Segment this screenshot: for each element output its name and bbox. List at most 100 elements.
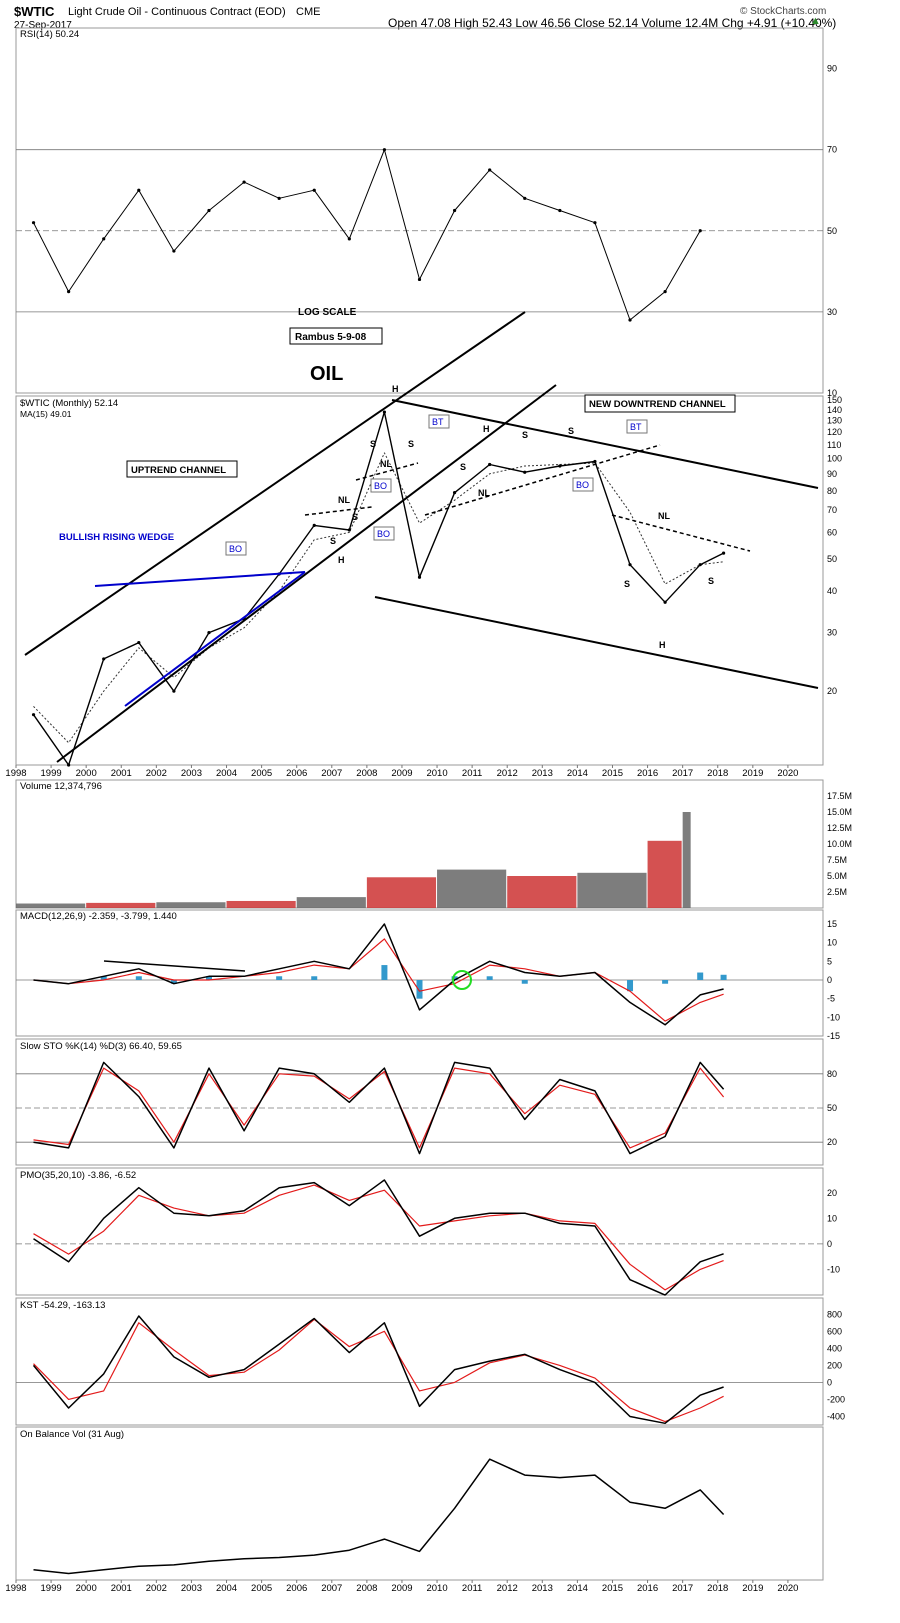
macd-tick-label: -15: [827, 1031, 840, 1041]
rsi-panel: [15, 27, 824, 394]
macd-signal-line: [33, 938, 724, 1022]
signal-label: BO: [377, 529, 390, 539]
volume-tick-label: 2.5M: [827, 887, 847, 897]
macd-title: MACD(12,26,9) -2.359, -3.799, 1.440: [20, 911, 177, 922]
macd-tick-label: -10: [827, 1012, 840, 1022]
chart-exchange: CME: [296, 6, 321, 18]
year-tick-label: 2002: [146, 1583, 167, 1594]
year-tick-label: 2011: [462, 768, 482, 779]
year-tick-label: 2006: [286, 768, 307, 779]
kst-tick-label: -200: [827, 1394, 845, 1404]
price-tick-label: 20: [827, 686, 837, 696]
obv-line: [33, 1458, 725, 1575]
kst-signal-line: [33, 1318, 724, 1423]
macd-tick-label: 5: [827, 956, 832, 966]
volume-bar: [16, 903, 86, 908]
neckline-dashed: [304, 506, 373, 516]
slow-sto-panel: [15, 1038, 824, 1166]
obv-panel: [15, 1426, 824, 1581]
year-tick-label: 2017: [672, 768, 693, 779]
bullish-rising-wedge-label: BULLISH RISING WEDGE: [59, 532, 174, 543]
year-tick-label: 2019: [742, 768, 763, 779]
pattern-label: NL: [380, 459, 392, 469]
year-tick-label: 2020: [777, 1583, 798, 1594]
price-point: [347, 528, 351, 532]
rsi-point: [67, 290, 71, 294]
pattern-label: S: [330, 536, 336, 546]
price-point: [488, 462, 492, 467]
year-tick-label: 2003: [181, 1583, 202, 1594]
rambus-label: Rambus 5-9-08: [295, 332, 367, 343]
kst-tick-label: 800: [827, 1309, 842, 1319]
pmo-tick-label: -10: [827, 1264, 840, 1274]
pattern-label: S: [522, 430, 528, 440]
price-tick-label: 130: [827, 416, 842, 426]
kst-tick-label: 0: [827, 1377, 832, 1387]
kst-line: [32, 1315, 724, 1425]
chart-date: 27-Sep-2017: [14, 20, 72, 31]
price-point: [628, 563, 632, 567]
chart-name: Light Crude Oil - Continuous Contract (E…: [68, 6, 286, 18]
macd-tick-label: 0: [827, 975, 832, 985]
year-tick-label: 2018: [707, 1583, 728, 1594]
rsi-point: [593, 221, 597, 225]
macd-tick-label: 10: [827, 938, 837, 948]
macd-histogram-bar: [205, 976, 212, 980]
price-tick-label: 80: [827, 486, 837, 496]
rsi-point: [523, 196, 527, 200]
pattern-label: S: [460, 462, 466, 472]
year-tick-label: 2003: [181, 768, 202, 779]
pmo-title: PMO(35,20,10) -3.86, -6.52: [20, 1170, 136, 1181]
year-tick-label: 2015: [602, 768, 623, 779]
price-tick-label: 40: [827, 586, 837, 596]
signal-box: [370, 478, 392, 493]
macd-trend-line: [103, 960, 246, 972]
price-tick-label: 60: [827, 527, 837, 537]
year-tick-label: 2018: [707, 768, 728, 779]
downtrend-channel-box: [584, 394, 736, 413]
slow-sto-title: Slow STO %K(14) %D(3) 66.40, 59.65: [20, 1041, 182, 1052]
price-point: [382, 410, 387, 414]
kst-panel: [15, 1297, 824, 1426]
price-point: [207, 630, 211, 635]
rsi-point: [417, 277, 422, 282]
macd-histogram-bar: [170, 980, 177, 984]
rsi-point: [663, 290, 667, 294]
macd-crossover-highlight: [452, 970, 472, 990]
year-tick-label: 2013: [532, 768, 553, 779]
volume-bar: [577, 872, 647, 908]
pmo-signal-line: [33, 1184, 724, 1291]
rsi-title: RSI(14) 50.24: [20, 29, 79, 40]
rsi-tick-label: 50: [827, 226, 837, 236]
rsi-point: [312, 188, 316, 192]
pattern-label: S: [408, 439, 414, 449]
neckline-dashed: [611, 514, 751, 552]
slow-sto-tick-label: 50: [827, 1103, 837, 1113]
rsi-tick-label: 30: [827, 307, 837, 317]
price-tick-label: 150: [827, 395, 842, 405]
macd-histogram-bar: [521, 980, 528, 984]
price-title: $WTIC (Monthly) 52.14: [20, 398, 118, 409]
volume-tick-label: 5.0M: [827, 871, 847, 881]
signal-label: BT: [432, 417, 444, 427]
macd-histogram-bar: [662, 980, 669, 984]
macd-histogram-bar: [135, 976, 142, 980]
price-point: [523, 470, 527, 474]
neckline-dashed: [424, 444, 661, 516]
neckline-dashed: [355, 462, 419, 481]
year-tick-label: 2001: [111, 768, 132, 779]
volume-tick-label: 17.5M: [827, 791, 852, 801]
change-arrow: ▲: [810, 15, 821, 27]
kst-tick-label: 400: [827, 1343, 842, 1353]
kst-tick-label: 600: [827, 1326, 842, 1336]
price-point: [698, 563, 702, 567]
rsi-point: [628, 318, 632, 322]
signal-label: BO: [576, 480, 589, 490]
downtrend-channel-upper: [391, 399, 819, 489]
rsi-point: [137, 188, 141, 192]
volume-tick-label: 10.0M: [827, 839, 852, 849]
macd-histogram-bar: [451, 976, 458, 980]
watermark: © StockCharts.com: [740, 6, 827, 17]
volume-bar: [682, 812, 691, 908]
